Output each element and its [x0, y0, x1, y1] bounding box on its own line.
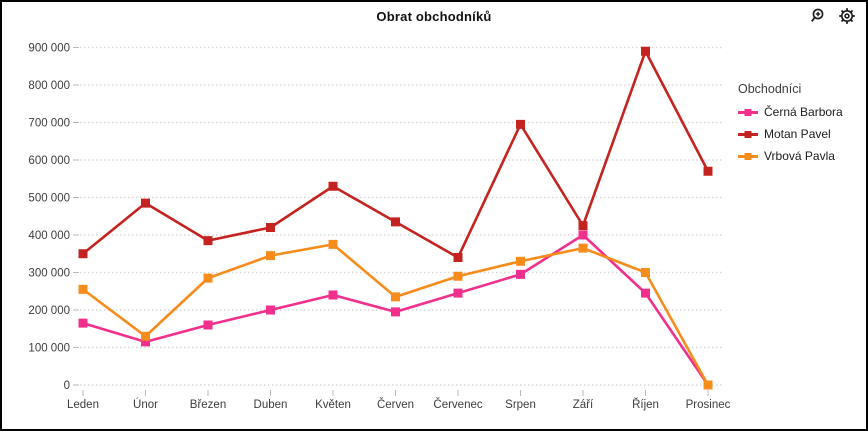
data-point-marker[interactable]: [203, 320, 213, 330]
data-point-marker[interactable]: [453, 271, 463, 281]
data-point-marker[interactable]: [703, 380, 713, 390]
y-axis-label: 200 000: [28, 305, 70, 317]
legend-item-label: Černá Barbora: [764, 105, 843, 119]
zoom-in-icon: [810, 7, 828, 28]
x-axis-label: Květen: [315, 399, 351, 411]
data-point-marker[interactable]: [391, 307, 400, 317]
data-point-marker[interactable]: [266, 223, 275, 232]
x-axis-label: Únor: [133, 398, 158, 411]
x-axis-label: Červen: [377, 398, 414, 411]
data-point-marker[interactable]: [78, 249, 88, 259]
data-point-marker[interactable]: [328, 290, 338, 300]
data-point-marker[interactable]: [328, 181, 338, 191]
chart-title: Obrat obchodníků: [376, 9, 492, 24]
data-point-marker[interactable]: [453, 288, 463, 298]
data-point-marker[interactable]: [641, 288, 650, 298]
x-axis-label: Březen: [190, 399, 226, 411]
y-axis-label: 900 000: [28, 43, 70, 55]
series-line: [82, 49, 710, 259]
chart-legend: Obchodníci Černá Barbora Motan Pavel Vrbov…: [738, 82, 843, 171]
y-axis-label: 0: [64, 380, 70, 392]
legend-item[interactable]: Motan Pavel: [738, 127, 843, 141]
data-point-marker[interactable]: [141, 337, 150, 347]
x-axis-label: Duben: [254, 399, 288, 411]
data-point-marker[interactable]: [516, 119, 525, 129]
gear-icon: [838, 7, 856, 28]
data-point-marker[interactable]: [516, 269, 525, 279]
x-axis-label: Prosinec: [686, 399, 731, 411]
data-point-marker[interactable]: [266, 305, 275, 315]
legend-marker-icon: [738, 152, 758, 160]
x-axis-label: Červenec: [433, 398, 482, 411]
legend-marker-icon: [738, 130, 758, 138]
y-axis-label: 100 000: [28, 343, 70, 355]
y-axis-label: 500 000: [28, 193, 70, 205]
legend-marker-icon: [738, 108, 758, 116]
legend-title: Obchodníci: [738, 82, 802, 96]
data-point-marker[interactable]: [578, 221, 588, 231]
legend-item[interactable]: Vrbová Pavla: [738, 149, 843, 163]
data-point-marker[interactable]: [703, 166, 713, 176]
data-point-marker[interactable]: [641, 46, 650, 56]
y-axis-label: 300 000: [28, 268, 70, 280]
legend-item[interactable]: Černá Barbora: [738, 105, 843, 119]
data-point-marker[interactable]: [203, 236, 213, 246]
data-point-marker[interactable]: [266, 251, 275, 261]
y-axis-label: 400 000: [28, 230, 70, 242]
settings-button[interactable]: [836, 6, 858, 28]
x-axis-label: Říjen: [632, 398, 659, 411]
data-point-marker[interactable]: [203, 273, 213, 283]
data-point-marker[interactable]: [578, 230, 588, 240]
data-point-marker[interactable]: [328, 239, 338, 249]
data-point-marker[interactable]: [78, 318, 88, 328]
x-axis-label: Září: [573, 399, 594, 411]
chart-toolbar: [808, 6, 858, 28]
y-axis-label: 600 000: [28, 155, 70, 167]
data-point-marker[interactable]: [391, 292, 400, 302]
zoom-in-button[interactable]: [808, 6, 830, 28]
data-point-marker[interactable]: [641, 268, 650, 277]
data-point-marker[interactable]: [516, 256, 525, 266]
x-axis-label: Srpen: [505, 399, 536, 411]
y-axis-label: 700 000: [28, 118, 70, 130]
data-point-marker[interactable]: [391, 217, 400, 227]
y-axis-label: 800 000: [28, 80, 70, 92]
data-point-marker[interactable]: [141, 198, 150, 208]
legend-item-label: Vrbová Pavla: [764, 149, 835, 163]
x-axis-label: Leden: [67, 399, 99, 411]
data-point-marker[interactable]: [141, 331, 150, 341]
data-point-marker[interactable]: [578, 243, 588, 253]
legend-item-label: Motan Pavel: [764, 127, 831, 141]
data-point-marker[interactable]: [78, 284, 88, 294]
data-point-marker[interactable]: [453, 253, 463, 262]
